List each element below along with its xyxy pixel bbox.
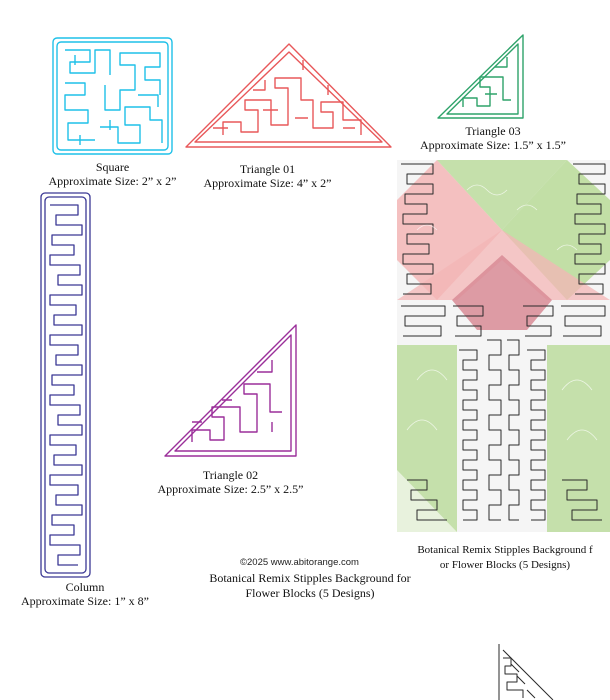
triangle-03-name: Triangle 03 — [465, 124, 521, 138]
copyright-text: ©2025 www.abitorange.com — [240, 557, 359, 568]
column-caption: Column Approximate Size: 1” x 8” — [10, 580, 160, 608]
example-title-line-2: or Flower Blocks (5 Designs) — [439, 559, 571, 571]
example-title-line-1: Botanical Remix Stipples Background f — [417, 544, 593, 556]
triangle-03-caption: Triangle 03 Approximate Size: 1.5” x 1.5… — [408, 124, 578, 152]
square-size: Approximate Size: 2” x 2” — [48, 174, 177, 188]
example-title: Botanical Remix Stipples Background f or… — [400, 543, 610, 573]
flower-block-illustration — [397, 160, 610, 532]
column-size: Approximate Size: 1” x 8” — [21, 594, 149, 608]
triangle-01-maze-path — [185, 43, 392, 148]
triangle-02-stipple-design — [162, 322, 300, 460]
square-name: Square — [95, 160, 130, 174]
square-caption: Square Approximate Size: 2” x 2” — [40, 160, 185, 188]
triangle-03-size: Approximate Size: 1.5” x 1.5” — [420, 138, 566, 152]
partial-triangle-maze-path — [498, 644, 554, 700]
triangle-01-name: Triangle 01 — [239, 162, 296, 176]
product-title: Botanical Remix Stipples Background for … — [190, 571, 430, 601]
column-maze-path — [40, 192, 91, 578]
triangle-01-stipple-design — [183, 40, 395, 152]
triangle-01-caption: Triangle 01 Approximate Size: 4” x 2” — [195, 162, 340, 190]
triangle-01-size: Approximate Size: 4” x 2” — [203, 176, 332, 190]
triangle-02-size: Approximate Size: 2.5” x 2.5” — [157, 482, 304, 496]
product-title-line-2: Flower Blocks (5 Designs) — [245, 586, 375, 600]
triangle-02-maze-path — [164, 324, 297, 457]
square-stipple-design — [50, 35, 175, 157]
triangle-02-name: Triangle 02 — [202, 468, 259, 482]
column-name: Column — [65, 580, 105, 594]
triangle-02-caption: Triangle 02 Approximate Size: 2.5” x 2.5… — [148, 468, 313, 496]
triangle-03-maze-path — [437, 34, 524, 119]
square-maze-path — [52, 37, 173, 155]
flower-block-example — [397, 160, 610, 532]
product-title-line-1: Botanical Remix Stipples Background for — [209, 571, 411, 585]
triangle-03-stipple-design — [435, 32, 527, 122]
partial-triangle-stipple-design — [497, 642, 557, 700]
column-stipple-design — [38, 190, 93, 580]
